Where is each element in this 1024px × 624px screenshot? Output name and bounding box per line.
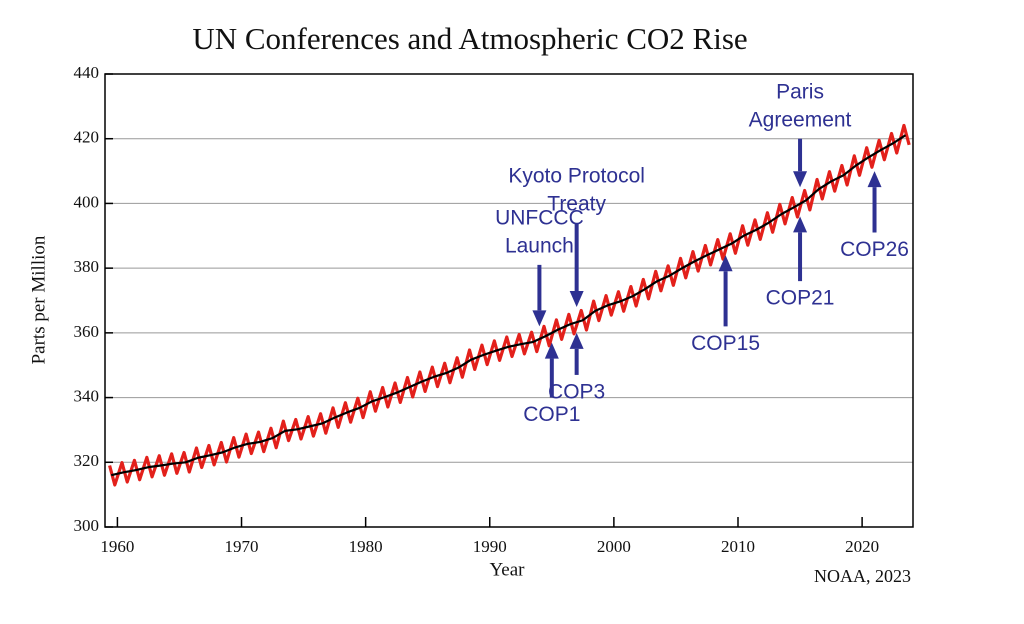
annotation-label: Treaty	[547, 192, 606, 215]
x-tick-label: 2010	[721, 537, 755, 556]
y-axis-label: Parts per Million	[28, 235, 49, 364]
annotation-label: COP15	[691, 332, 760, 355]
series-line	[110, 134, 907, 477]
annotation-label: Launch	[505, 234, 574, 257]
x-tick-label: 1960	[100, 537, 134, 556]
annotation-label: COP21	[766, 287, 835, 310]
annotation-arrowhead	[569, 290, 584, 307]
x-tick-label: 1980	[349, 537, 383, 556]
annotation: COP15	[691, 255, 760, 355]
annotation-arrowhead	[718, 255, 733, 272]
y-tick-label: 340	[74, 386, 100, 405]
x-axis-label: Year	[489, 559, 525, 580]
annotation-arrowhead	[867, 171, 882, 188]
plot-frame	[104, 73, 914, 528]
y-tick-label: 380	[74, 257, 100, 276]
y-tick-label: 440	[74, 63, 100, 82]
annotation-label: UNFCCC	[495, 206, 584, 229]
annotation-arrowhead	[532, 310, 547, 327]
y-tick-label: 300	[74, 516, 100, 535]
annotation-arrowhead	[569, 332, 584, 349]
y-tick-label: 400	[74, 192, 100, 211]
annotation: COP21	[766, 216, 835, 310]
annotation: COP3	[548, 332, 605, 403]
annotation-arrowhead	[544, 342, 559, 359]
annotation: Paris Agreement	[749, 80, 852, 188]
x-tick-label: 1990	[473, 537, 507, 556]
annotation: UNFCCC Launch	[495, 206, 584, 327]
y-tick-label: 320	[74, 451, 100, 470]
chart-title: UN Conferences and Atmospheric CO2 Rise	[192, 21, 747, 56]
annotation-label: COP1	[523, 403, 580, 426]
annotation-label: COP3	[548, 380, 605, 403]
annotation-arrowhead	[793, 216, 808, 233]
annotation-arrowhead	[793, 171, 808, 188]
annotation: Kyoto Protocol Treaty	[508, 164, 645, 307]
y-tick-label: 360	[74, 322, 100, 341]
annotation: COP1	[523, 342, 580, 426]
x-tick-label: 2020	[845, 537, 879, 556]
x-tick-label: 2000	[597, 537, 631, 556]
annotation: COP26	[840, 171, 909, 261]
annotation-label: Kyoto Protocol	[508, 164, 645, 187]
source-note: NOAA, 2023	[814, 566, 911, 586]
annotation-label: Paris	[776, 80, 824, 103]
x-tick-label: 1970	[225, 537, 259, 556]
y-tick-label: 420	[74, 128, 100, 147]
annotation-label: Agreement	[749, 108, 852, 131]
annotation-label: COP26	[840, 238, 909, 261]
